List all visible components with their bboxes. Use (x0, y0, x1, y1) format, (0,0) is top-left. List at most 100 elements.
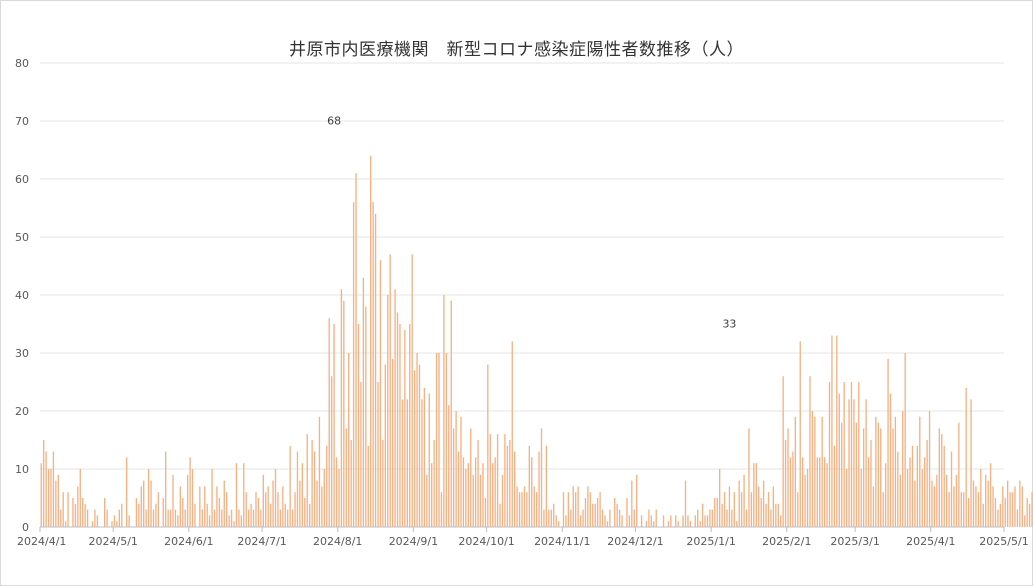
bar (911, 445, 914, 527)
bar (326, 445, 328, 527)
bar (277, 492, 279, 527)
bar (401, 399, 404, 527)
bar (362, 277, 365, 527)
bar (621, 515, 623, 527)
bar (343, 300, 345, 527)
bar (833, 445, 836, 527)
data-labels: 68 33 (327, 115, 736, 331)
bar (921, 469, 923, 527)
bar (204, 486, 206, 527)
bar (518, 492, 521, 527)
bar (506, 445, 509, 527)
bar (550, 509, 552, 527)
bar (387, 295, 389, 527)
bar (504, 434, 506, 527)
bar (770, 509, 772, 527)
bar (904, 353, 906, 527)
bar (760, 498, 762, 527)
bar (257, 498, 260, 527)
bar (291, 509, 294, 527)
bar (631, 480, 633, 527)
bar (841, 422, 843, 527)
bar (409, 324, 411, 527)
bar (601, 509, 604, 527)
bar (780, 515, 782, 527)
bar (189, 457, 191, 527)
bar (352, 202, 355, 527)
bar (223, 480, 225, 527)
bar (777, 503, 779, 527)
bar (199, 486, 201, 527)
bar (260, 509, 262, 527)
bar (819, 457, 821, 527)
y-tick-label: 20 (15, 405, 29, 418)
bar (965, 387, 967, 527)
bar (318, 416, 321, 527)
bar (704, 515, 706, 527)
bar (135, 498, 138, 527)
bar (340, 289, 343, 527)
bar (1011, 492, 1014, 527)
bar (694, 515, 696, 527)
bar (521, 492, 523, 527)
bar (374, 213, 377, 528)
bar (943, 445, 945, 527)
bar (208, 515, 211, 527)
bar (784, 440, 787, 527)
bar (279, 509, 282, 527)
bar (360, 382, 362, 527)
bar (479, 474, 482, 527)
bar (194, 503, 196, 527)
bar (606, 521, 609, 527)
bar (411, 254, 413, 527)
bar (677, 521, 679, 527)
bar (545, 445, 548, 527)
bar (648, 509, 650, 527)
bar (452, 428, 455, 527)
bar (604, 515, 606, 527)
bar (801, 457, 804, 527)
bar (740, 492, 743, 527)
bar (1026, 498, 1028, 527)
bar (416, 353, 418, 527)
bar (875, 416, 877, 527)
bar (60, 509, 62, 527)
bar (143, 480, 145, 527)
bar (299, 480, 301, 527)
bar (338, 469, 340, 527)
bar (748, 428, 750, 527)
bar (924, 457, 926, 527)
bar (655, 509, 657, 527)
bar (191, 469, 194, 527)
bar (445, 353, 448, 527)
bar (365, 306, 367, 527)
bar (238, 509, 240, 527)
bar (762, 480, 765, 527)
bar (860, 469, 862, 527)
bar (731, 509, 733, 527)
x-tick-label: 2024/11/1 (534, 535, 590, 548)
bar (821, 416, 823, 527)
bar (492, 463, 494, 527)
bar (484, 498, 487, 527)
bar (963, 492, 965, 527)
bar (753, 463, 755, 527)
bar (794, 416, 797, 527)
bar (235, 463, 238, 527)
x-tick-label: 2024/12/1 (607, 535, 663, 548)
bar (723, 492, 726, 527)
data-label: 68 (327, 115, 341, 128)
bar (243, 463, 245, 527)
bar (323, 469, 325, 527)
bar (47, 469, 50, 527)
bar (121, 503, 123, 527)
bar (433, 440, 435, 527)
bar (977, 492, 980, 527)
bar (928, 411, 931, 527)
bar (267, 486, 269, 527)
bar (255, 492, 257, 527)
bar (955, 474, 958, 527)
y-tick-label: 30 (15, 347, 29, 360)
bar (750, 492, 753, 527)
bar (265, 492, 267, 527)
